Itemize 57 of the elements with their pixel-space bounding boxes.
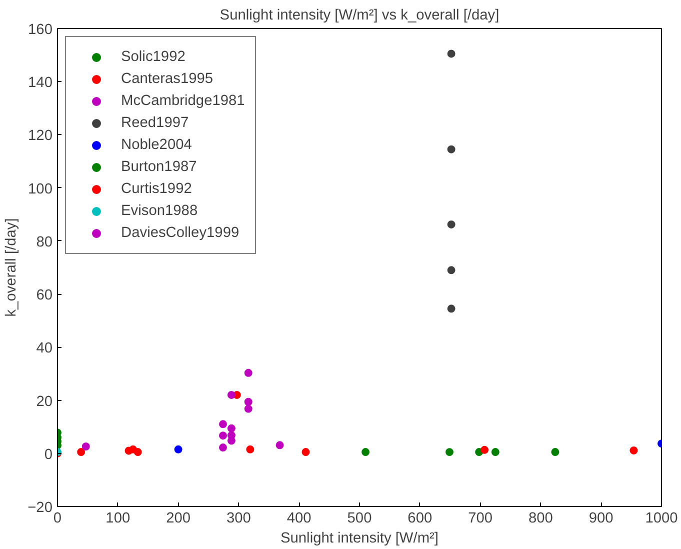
y-tick-label: 100 xyxy=(28,181,53,198)
point xyxy=(134,448,142,456)
legend-label: Curtis1992 xyxy=(121,181,192,197)
point xyxy=(77,448,86,456)
x-tick-label: 500 xyxy=(347,510,372,526)
legend-label: Solic1992 xyxy=(121,49,186,65)
y-tick-label: 160 xyxy=(28,22,53,38)
legend-label: DaviesColley1999 xyxy=(121,225,240,241)
y-tick-label: 80 xyxy=(36,234,53,250)
point xyxy=(447,266,456,274)
point xyxy=(82,442,90,450)
point xyxy=(302,448,310,456)
x-tick-label: 900 xyxy=(588,510,614,526)
point xyxy=(480,446,489,454)
point xyxy=(447,304,456,313)
point xyxy=(218,420,227,428)
x-tick-label: 800 xyxy=(528,510,553,526)
point xyxy=(227,390,236,399)
x-tick-label: 600 xyxy=(408,510,432,526)
x-tick-label: 300 xyxy=(226,510,251,526)
point xyxy=(218,432,227,440)
point xyxy=(276,441,284,450)
chart-title: Sunlight intensity [W/m²] vs k_overall [/day] xyxy=(220,8,500,24)
legend-label: Noble2004 xyxy=(121,137,192,153)
x-tick-label: 100 xyxy=(106,510,130,526)
point xyxy=(551,448,560,456)
x-tick-label: 1000 xyxy=(645,510,678,526)
point xyxy=(630,446,638,454)
x-tick-label: 700 xyxy=(468,510,493,526)
y-tick-label: 140 xyxy=(28,75,53,92)
y-axis-title: k_overall [/day] xyxy=(4,218,20,317)
point xyxy=(244,398,252,406)
legend-label: Reed1997 xyxy=(121,115,189,131)
legend-label: Canteras1995 xyxy=(121,71,214,87)
point xyxy=(447,220,456,228)
legend-label: Evison1988 xyxy=(121,203,198,219)
point xyxy=(244,404,252,413)
point xyxy=(362,448,370,456)
point xyxy=(447,50,456,58)
legend-label: McCambridge1981 xyxy=(121,93,245,109)
point xyxy=(447,145,456,154)
y-tick-label: 40 xyxy=(36,340,53,357)
point xyxy=(218,444,227,452)
x-axis-title: Sunlight intensity [W/m²] xyxy=(280,530,439,546)
y-tick-label: 0 xyxy=(44,446,53,463)
point xyxy=(244,368,252,377)
point xyxy=(246,445,254,454)
y-tick-label: 20 xyxy=(36,394,53,410)
y-tick-label: 120 xyxy=(28,128,53,144)
x-tick-label: 200 xyxy=(166,510,191,526)
point xyxy=(445,448,454,456)
point xyxy=(227,424,236,432)
x-tick-label: 400 xyxy=(286,510,312,526)
y-tick-label: −20 xyxy=(28,500,53,516)
point xyxy=(491,448,500,456)
legend-label: Burton1987 xyxy=(121,159,197,175)
y-tick-label: 60 xyxy=(36,288,53,304)
